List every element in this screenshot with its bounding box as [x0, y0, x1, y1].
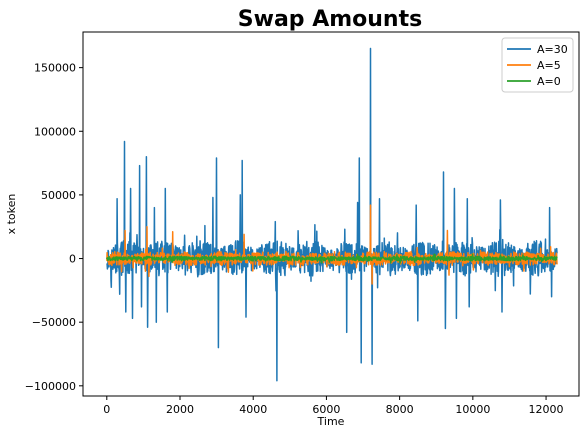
y-tick-label: 150000 [34, 62, 76, 75]
legend-box [501, 37, 574, 93]
x-tick-label: 0 [103, 403, 110, 416]
plot-area [106, 47, 558, 382]
y-tick-label: 50000 [41, 189, 76, 202]
x-tick-label: 8000 [386, 403, 414, 416]
legend-label: A=30 [537, 43, 568, 56]
y-tick-label: −100000 [25, 380, 76, 393]
x-axis: 0 2000 4000 6000 8000 10000 12000 [103, 396, 564, 416]
chart-title: Swap Amounts [238, 7, 422, 32]
y-tick-label: 100000 [34, 125, 76, 138]
series-line-a-5 [106, 204, 558, 285]
y-tick-label: 0 [69, 253, 76, 266]
x-tick-label: 6000 [312, 403, 340, 416]
x-tick-label: 4000 [239, 403, 267, 416]
x-axis-label: Time [317, 415, 345, 428]
legend-label: A=0 [537, 75, 561, 88]
series-line-a-0 [106, 253, 558, 264]
x-tick-label: 2000 [166, 403, 194, 416]
y-axis-label: x token [5, 194, 18, 235]
legend-label: A=5 [537, 59, 561, 72]
y-axis: −100000 −50000 0 50000 100000 150000 [25, 62, 83, 393]
x-tick-label: 10000 [455, 403, 490, 416]
y-tick-label: −50000 [32, 316, 76, 329]
series-line-a-30 [106, 47, 558, 382]
x-tick-label: 12000 [529, 403, 564, 416]
legend: A=30 A=5 A=0 [501, 37, 574, 93]
plot-frame [82, 31, 580, 397]
